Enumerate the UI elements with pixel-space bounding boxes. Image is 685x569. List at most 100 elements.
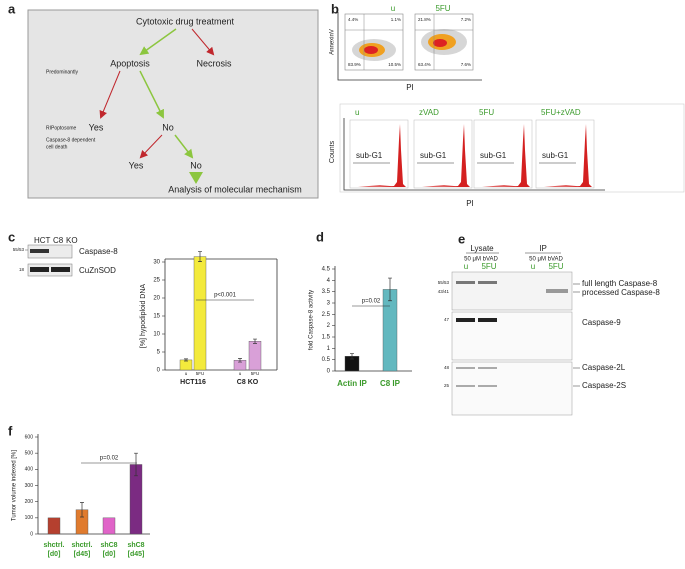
band [478, 318, 497, 322]
y-tick-label: 100 [25, 515, 34, 521]
flow-plot [344, 13, 404, 71]
marker-label: 48 [444, 365, 450, 370]
band [546, 289, 568, 293]
protein-label: processed Caspase-8 [582, 288, 660, 297]
panel-letter: f [8, 423, 13, 438]
protein-label: Caspase-2L [582, 363, 626, 372]
bar [179, 359, 193, 371]
flow-plot [414, 13, 474, 71]
histogram-group: u sub-G1 zVAD sub-G1 5FU sub-G1 5FU+zVAD sub-G1 [349, 108, 595, 189]
arrow [139, 28, 177, 56]
y-tick-label: 30 [153, 260, 160, 266]
y-label: fold Caspase-8 activity [309, 290, 315, 350]
band [30, 249, 49, 253]
group-label: Lysate [470, 244, 494, 253]
bar [248, 341, 262, 371]
axis [337, 12, 482, 81]
error-bar [350, 353, 354, 360]
x-label: PI [466, 199, 474, 208]
band [51, 267, 70, 272]
histogram-frame [339, 103, 685, 193]
arrow [174, 134, 194, 159]
y-tick-label: 600 [25, 434, 34, 440]
error-bar [238, 358, 242, 363]
node: No [162, 122, 174, 132]
diagram-box [27, 9, 319, 199]
error-bar [198, 251, 202, 262]
lane-label: KO [66, 236, 78, 245]
x-tick-label: shctrl. [43, 542, 64, 549]
y-tick-label: 1 [327, 346, 331, 352]
node: Yes [129, 160, 144, 170]
x-tick-label: shC8 [127, 542, 144, 549]
gate-label: sub-G1 [542, 151, 569, 160]
marker-label: 18 [19, 267, 25, 272]
x-tick-label: Actin IP [337, 379, 367, 388]
panel-letter: d [316, 229, 324, 244]
arrow [139, 70, 164, 119]
histogram-label: 5FU [479, 108, 494, 117]
y-tick-label: 0.5 [322, 357, 331, 363]
y-tick-label: 4.5 [322, 267, 331, 273]
protein-label: CuZnSOD [79, 266, 116, 275]
x-tick-label: [d45] [128, 551, 145, 558]
protein-label: Caspase-9 [582, 318, 621, 327]
y-label: AnnexinV [330, 29, 336, 55]
plot-label: 5FU [435, 4, 450, 13]
marker-label: 25 [444, 383, 450, 388]
blot [27, 244, 73, 259]
histogram-peak [422, 185, 458, 187]
node: Apoptosis [110, 58, 150, 68]
x-tick-label: 5FU [196, 371, 205, 376]
band [478, 281, 497, 284]
band [478, 367, 497, 369]
error-bar [388, 277, 392, 302]
band [456, 385, 475, 387]
y-tick-label: 0 [157, 368, 161, 374]
protein-label: full length Caspase-8 [582, 279, 658, 288]
y-tick-label: 0 [327, 369, 331, 375]
panel-letter: a [8, 1, 16, 16]
y-label: [%] hypodiploid DNA [140, 284, 147, 349]
density [364, 46, 378, 54]
protein-label: Caspase-8 [79, 247, 118, 256]
quadrant-value: 83.9% [348, 62, 361, 67]
annotation: p=0.02 [362, 299, 381, 305]
y-tick-label: 5 [157, 350, 161, 356]
marker-label: 55/53 [13, 247, 25, 252]
lane-label: u [464, 262, 468, 271]
histogram-label: 5FU+zVAD [541, 108, 581, 117]
y-tick-label: 300 [25, 483, 34, 489]
density [433, 39, 447, 47]
lane-label: C8 [53, 236, 64, 245]
x-tick-label: [d0] [48, 551, 61, 558]
lane-label: 5FU [481, 262, 496, 271]
x-tick-label: shC8 [100, 542, 117, 549]
lane-label: 5FU [548, 262, 563, 271]
histogram-peak [544, 185, 580, 187]
y-tick-label: 2.5 [322, 312, 331, 318]
y-tick-label: 15 [153, 314, 160, 320]
protein-label: Caspase-2S [582, 381, 626, 390]
histogram-label: zVAD [419, 108, 439, 117]
annotation: p<0.001 [214, 293, 237, 299]
y-tick-label: 400 [25, 467, 34, 473]
x-tick-label: shctrl. [71, 542, 92, 549]
y-tick-label: 3.5 [322, 289, 331, 295]
x-tick-label: u [239, 371, 242, 376]
y-label: Counts [329, 140, 336, 163]
quadrant-value: 63.4% [418, 62, 431, 67]
histogram-peak [444, 124, 470, 187]
x-tick-label: 5FU [251, 371, 260, 376]
group-label: C8 KO [237, 379, 259, 386]
bar [382, 289, 398, 372]
y-tick-label: 10 [153, 332, 160, 338]
plot-label: u [391, 4, 395, 13]
x-tick-label: [d0] [103, 551, 116, 558]
band [456, 367, 475, 369]
group-label: HCT116 [180, 379, 206, 386]
error-bar [184, 358, 188, 362]
treatment-label: 50 μM bVAD [529, 257, 563, 263]
marker-label: 43/41 [438, 289, 450, 294]
